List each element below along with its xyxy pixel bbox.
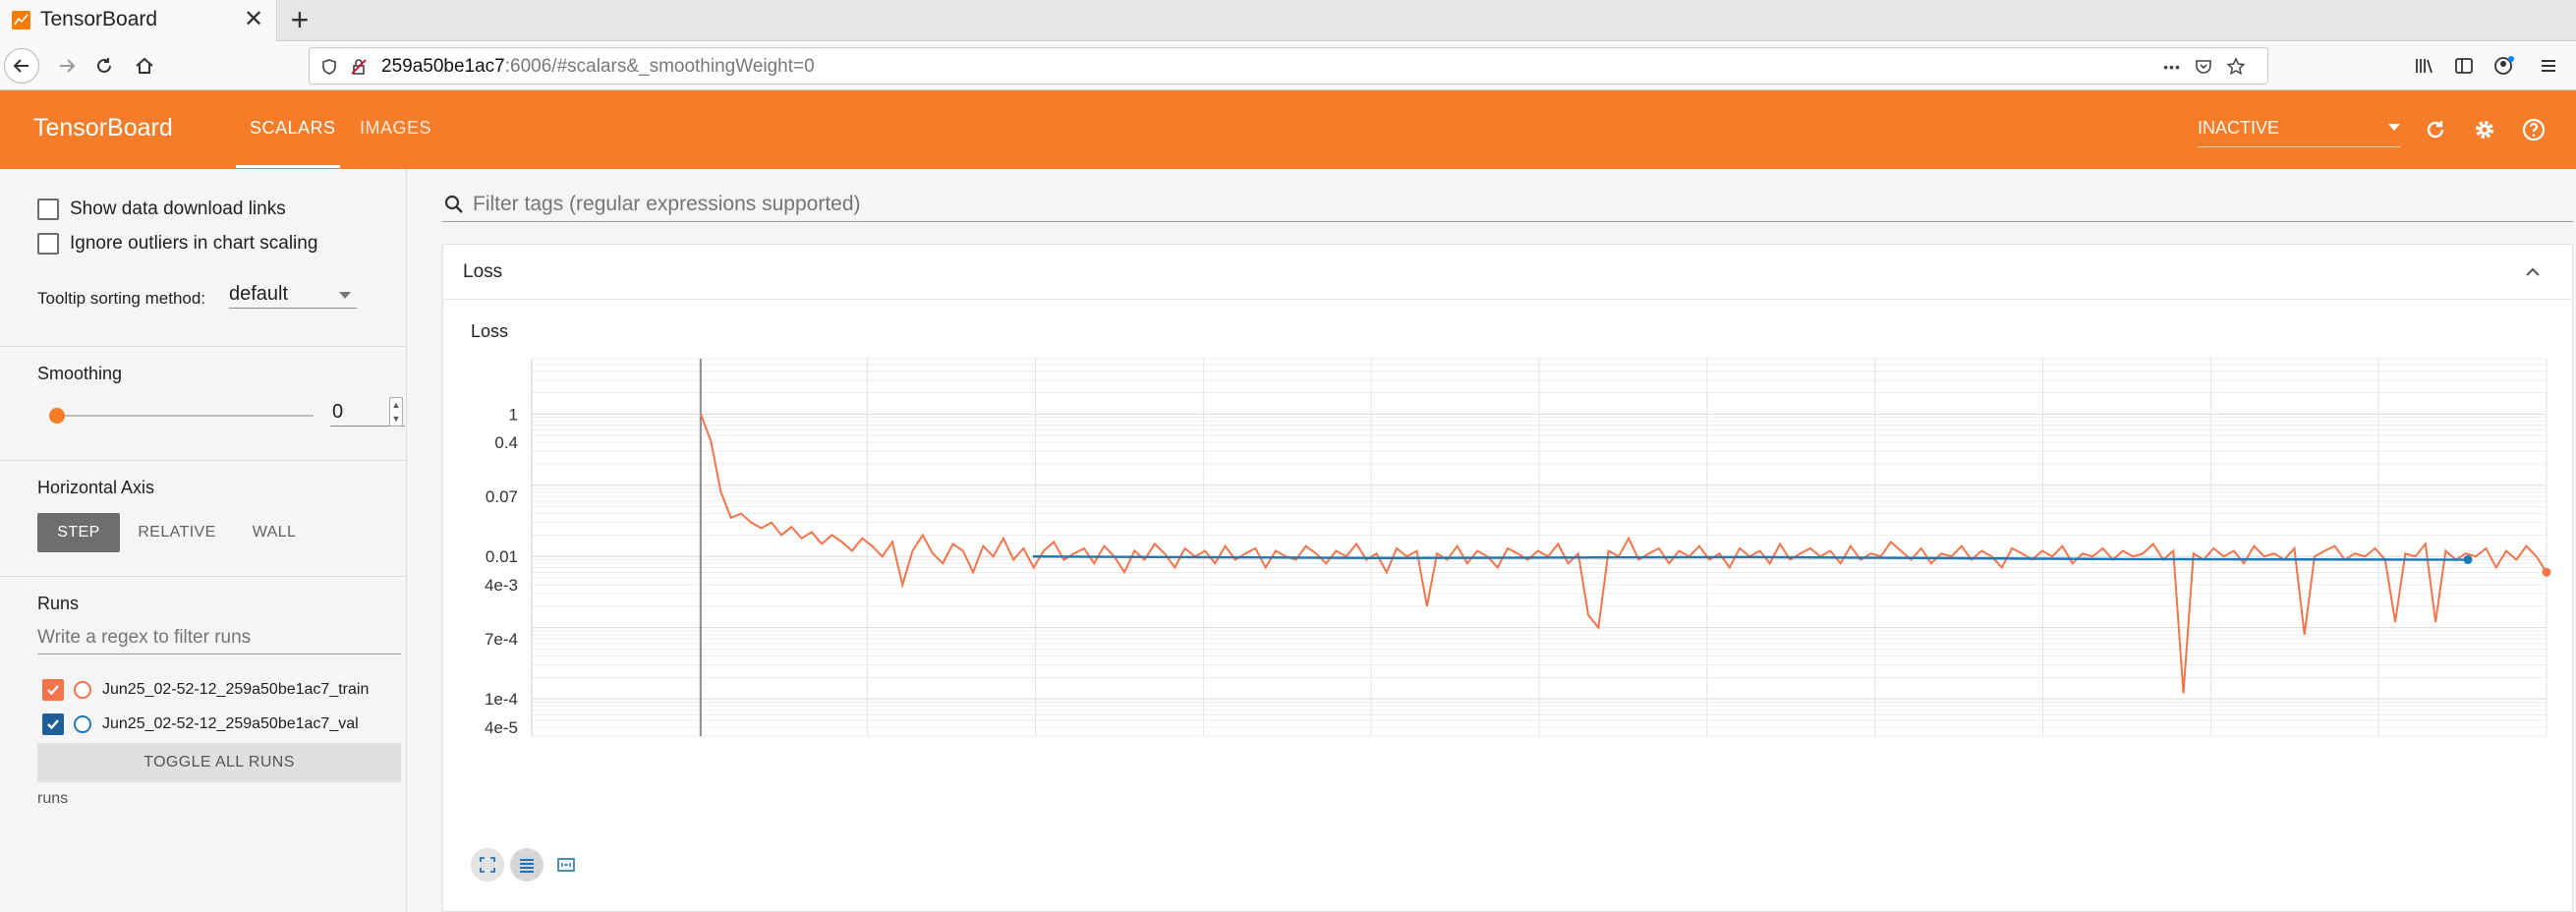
sidebar-divider [0, 576, 407, 577]
axis-step-button[interactable]: STEP [37, 513, 120, 552]
url-text[interactable]: 259a50be1ac7:6006/#scalars&_smoothingWei… [381, 56, 815, 78]
forward-arrow-icon[interactable] [49, 48, 85, 84]
tag-filter-input[interactable]: Filter tags (regular expressions support… [442, 189, 2573, 222]
browser-toolbar: 259a50be1ac7:6006/#scalars&_smoothingWei… [0, 41, 2576, 90]
url-host: 259a50be1ac7 [381, 56, 505, 77]
run-val-checkbox[interactable] [42, 713, 64, 735]
inactive-plugins-select[interactable]: INACTIVE [2198, 112, 2400, 147]
val-series-line [1032, 555, 2469, 561]
address-bar[interactable]: 259a50be1ac7:6006/#scalars&_smoothingWei… [309, 47, 2268, 85]
active-tab-indicator [236, 165, 340, 168]
y-tick-label: 0.01 [486, 547, 518, 566]
reload-icon[interactable] [86, 48, 122, 84]
tooltip-sorting-label: Tooltip sorting method: [37, 289, 206, 308]
toggle-all-runs-button[interactable]: TOGGLE ALL RUNS [37, 743, 401, 782]
horizontal-axis-label: Horizontal Axis [37, 478, 155, 497]
chart-title: Loss [471, 321, 509, 341]
run-train-name: Jun25_02-52-12_259a50be1ac7_train [102, 681, 370, 698]
spinner-arrows-icon[interactable]: ▲ ▼ [389, 397, 403, 427]
hamburger-menu-icon[interactable] [2531, 48, 2566, 84]
info-shield-icon[interactable] [317, 55, 341, 79]
expand-chart-icon[interactable] [471, 848, 504, 882]
smoothing-slider-track[interactable] [56, 415, 314, 417]
category-title: Loss [463, 261, 503, 282]
y-tick-label: 4e-3 [485, 576, 518, 595]
chevron-up-icon[interactable] [2521, 260, 2545, 284]
run-val-name: Jun25_02-52-12_259a50be1ac7_val [102, 715, 359, 732]
url-path: :6006/#scalars&_smoothingWeight=0 [504, 56, 815, 77]
inactive-select-label: INACTIVE [2198, 118, 2280, 138]
run-train-checkbox[interactable] [42, 679, 64, 701]
tensorboard-header: TensorBoard SCALARS IMAGES INACTIVE [0, 90, 2576, 169]
val-last-point [2463, 555, 2473, 565]
smoothing-value: 0 [332, 401, 344, 423]
sidebar-toggle-icon[interactable] [2446, 48, 2482, 84]
train-series-line [700, 414, 2547, 694]
loss-category-card: Loss Loss 1 0.4 0.07 0.01 4e-3 7e-4 1e-4 4e-5 [442, 244, 2573, 912]
show-download-links-label: Show data download links [70, 199, 286, 219]
dropdown-caret-icon [2388, 124, 2400, 131]
y-tick-label: 1 [509, 405, 518, 424]
tensorboard-favicon-icon [12, 11, 30, 29]
axis-relative-button[interactable]: RELATIVE [138, 524, 216, 541]
sidebar: Show data download links Ignore outliers… [0, 169, 407, 912]
new-tab-icon[interactable]: + [290, 2, 310, 37]
run-val-color-icon[interactable] [74, 715, 91, 733]
account-icon[interactable] [2487, 48, 2522, 84]
tooltip-sorting-select[interactable]: default [229, 281, 357, 309]
tooltip-sorting-value: default [229, 283, 289, 305]
y-tick-label: 1e-4 [485, 690, 518, 709]
runs-label: Runs [37, 594, 80, 613]
sidebar-divider [0, 346, 407, 347]
home-icon[interactable] [127, 48, 162, 84]
smoothing-label: Smoothing [37, 364, 123, 383]
y-tick-label: 0.07 [486, 487, 518, 506]
category-header[interactable]: Loss [443, 245, 2572, 300]
smoothing-slider-thumb[interactable] [49, 408, 65, 424]
runs-filter-input[interactable]: Write a regex to filter runs [37, 625, 401, 655]
close-tab-icon[interactable]: ✕ [244, 6, 264, 32]
y-tick-label: 0.4 [494, 433, 518, 452]
search-icon [444, 195, 463, 213]
sidebar-divider [0, 460, 407, 461]
run-train-color-icon[interactable] [74, 681, 91, 699]
show-download-links-checkbox[interactable] [37, 199, 59, 220]
smoothing-input[interactable]: 0 ▲ ▼ [330, 397, 405, 427]
help-icon[interactable] [2518, 114, 2549, 145]
browser-tab[interactable]: TensorBoard ✕ [0, 0, 277, 41]
refresh-icon[interactable] [2420, 114, 2451, 145]
train-last-point [2542, 567, 2551, 577]
y-tick-label: 7e-4 [485, 630, 518, 649]
back-arrow-icon[interactable] [4, 48, 39, 84]
page-actions-icon[interactable]: ••• [2163, 59, 2181, 75]
tag-filter-placeholder: Filter tags (regular expressions support… [473, 193, 861, 215]
log-scale-toggle-icon[interactable] [510, 848, 544, 882]
tab-images[interactable]: IMAGES [360, 118, 432, 138]
library-icon[interactable] [2406, 48, 2441, 84]
dropdown-caret-icon [339, 292, 351, 299]
tab-scalars[interactable]: SCALARS [250, 118, 336, 138]
runs-footer-text: runs [37, 790, 69, 807]
insecure-lock-icon[interactable] [347, 55, 371, 79]
bookmark-star-icon[interactable] [2224, 55, 2248, 79]
browser-tab-strip: TensorBoard ✕ + [0, 0, 2576, 41]
loss-line-chart[interactable]: 1 0.4 0.07 0.01 4e-3 7e-4 1e-4 4e-5 [443, 353, 2572, 746]
tensorboard-logo[interactable]: TensorBoard [33, 114, 173, 142]
settings-gear-icon[interactable] [2469, 114, 2500, 145]
browser-tab-title: TensorBoard [40, 8, 158, 30]
ignore-outliers-label: Ignore outliers in chart scaling [70, 233, 318, 254]
axis-wall-button[interactable]: WALL [252, 524, 297, 541]
runs-filter-placeholder: Write a regex to filter runs [37, 627, 252, 648]
ignore-outliers-checkbox[interactable] [37, 233, 59, 255]
pocket-icon[interactable] [2192, 55, 2215, 79]
fit-domain-icon[interactable] [549, 848, 583, 882]
y-tick-label: 4e-5 [485, 718, 518, 737]
